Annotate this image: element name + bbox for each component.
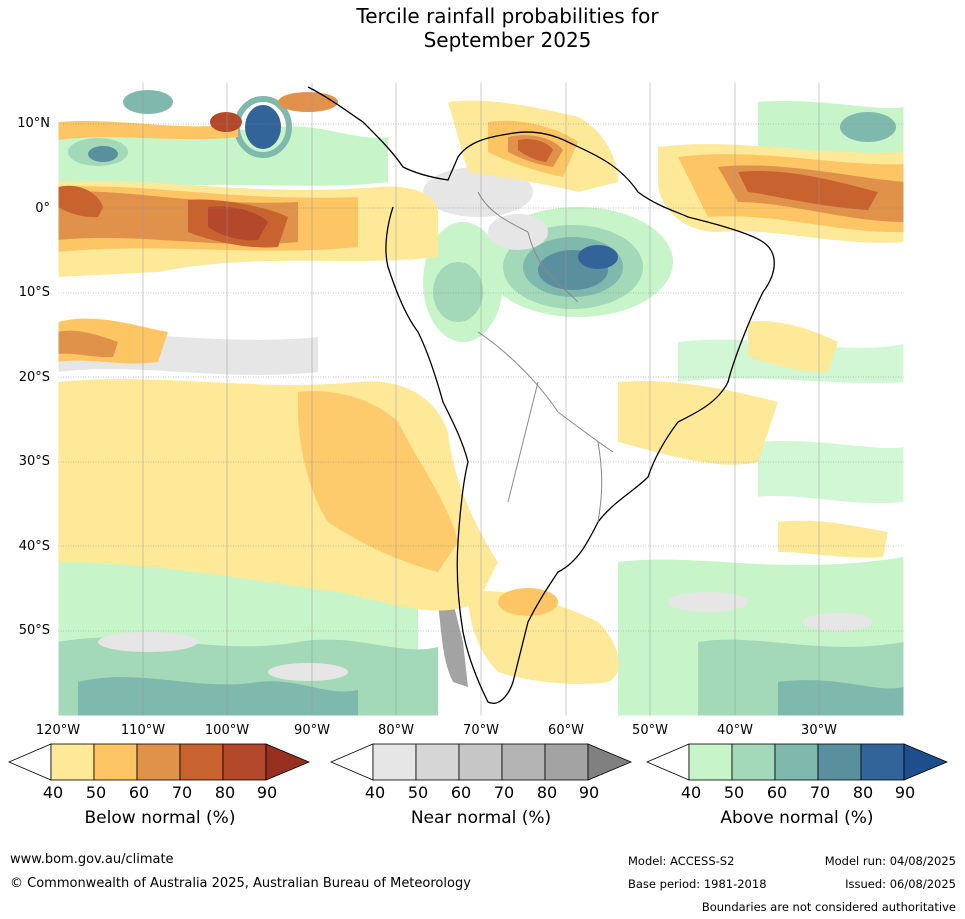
lon-label-100w: 100°W xyxy=(204,723,250,738)
lon-label-120w: 120°W xyxy=(35,723,81,738)
model-text: Model: ACCESS-S2 xyxy=(628,854,735,868)
colorbar-segment xyxy=(774,743,819,781)
colorbar-arrow-low xyxy=(646,743,690,781)
lat-label-10n: 10°N xyxy=(17,116,50,131)
copyright-text: © Commonwealth of Australia 2025, Austra… xyxy=(10,876,471,891)
cb1-tick: 60 xyxy=(450,783,472,802)
lon-label-90w: 90°W xyxy=(294,723,330,738)
lon-label-50w: 50°W xyxy=(632,723,668,738)
cb0-tick: 40 xyxy=(42,783,64,802)
cb2-tick: 80 xyxy=(852,783,874,802)
colorbar-segment xyxy=(501,743,546,781)
colorbar-segment xyxy=(458,743,503,781)
colorbar-segment xyxy=(222,743,267,781)
cb1-tick: 80 xyxy=(536,783,558,802)
below-normal-colorbar xyxy=(8,743,311,781)
disclaimer-text: Boundaries are not considered authoritat… xyxy=(701,900,956,914)
lon-label-60w: 60°W xyxy=(548,723,584,738)
colorbar-arrow-low xyxy=(8,743,52,781)
cb0-tick: 70 xyxy=(171,783,193,802)
issued-text: Issued: 06/08/2025 xyxy=(845,877,956,891)
below-normal-regions xyxy=(58,92,904,684)
lat-label-0: 0° xyxy=(35,201,50,216)
title-line-1: Tercile rainfall probabilities for xyxy=(356,4,659,28)
rainfall-map xyxy=(58,82,904,716)
cb0-tick: 50 xyxy=(85,783,107,802)
cb2-tick: 60 xyxy=(766,783,788,802)
colorbar-segment xyxy=(731,743,776,781)
cb1-tick: 50 xyxy=(407,783,429,802)
cb1-tick: 90 xyxy=(578,783,600,802)
colorbar-arrow-high xyxy=(587,743,633,781)
cb1-tick: 70 xyxy=(493,783,515,802)
map-title: Tercile rainfall probabilities for Septe… xyxy=(0,4,965,52)
website-link[interactable]: www.bom.gov.au/climate xyxy=(10,852,174,867)
lon-label-40w: 40°W xyxy=(717,723,753,738)
lon-label-30w: 30°W xyxy=(801,723,837,738)
colorbar-segment xyxy=(372,743,417,781)
colorbar-arrow-high xyxy=(903,743,949,781)
borders xyxy=(477,191,614,523)
above-normal-colorbar xyxy=(646,743,949,781)
lat-label-40s: 40°S xyxy=(18,539,50,554)
cb2-tick: 40 xyxy=(680,783,702,802)
near-normal-colorbar xyxy=(330,743,633,781)
colorbar-segment xyxy=(688,743,733,781)
colorbar-segment xyxy=(860,743,905,781)
lat-label-30s: 30°S xyxy=(18,454,50,469)
lat-label-50s: 50°S xyxy=(18,623,50,638)
below-normal-label: Below normal (%) xyxy=(84,808,236,828)
lon-label-80w: 80°W xyxy=(378,723,414,738)
lon-label-70w: 70°W xyxy=(463,723,499,738)
near-normal-label: Near normal (%) xyxy=(410,808,552,828)
colorbar-segment xyxy=(817,743,862,781)
colorbar-arrow-low xyxy=(330,743,374,781)
colorbar-segment xyxy=(415,743,460,781)
colorbar-segment xyxy=(136,743,181,781)
above-normal-label: Above normal (%) xyxy=(720,808,874,828)
lat-label-20s: 20°S xyxy=(18,370,50,385)
cb2-tick: 90 xyxy=(894,783,916,802)
title-line-2: September 2025 xyxy=(423,28,592,52)
cb0-tick: 90 xyxy=(256,783,278,802)
cb1-tick: 40 xyxy=(364,783,386,802)
model-run-text: Model run: 04/08/2025 xyxy=(824,854,956,868)
lon-label-110w: 110°W xyxy=(120,723,166,738)
colorbar-arrow-high xyxy=(265,743,311,781)
cb2-tick: 70 xyxy=(809,783,831,802)
cb0-tick: 60 xyxy=(128,783,150,802)
colorbar-segment xyxy=(179,743,224,781)
lat-label-10s: 10°S xyxy=(18,285,50,300)
colorbar-segment xyxy=(544,743,589,781)
cb0-tick: 80 xyxy=(214,783,236,802)
colorbar-segment xyxy=(50,743,95,781)
colorbar-segment xyxy=(93,743,138,781)
base-period-text: Base period: 1981-2018 xyxy=(628,877,767,891)
coastline xyxy=(307,86,775,704)
cb2-tick: 50 xyxy=(723,783,745,802)
